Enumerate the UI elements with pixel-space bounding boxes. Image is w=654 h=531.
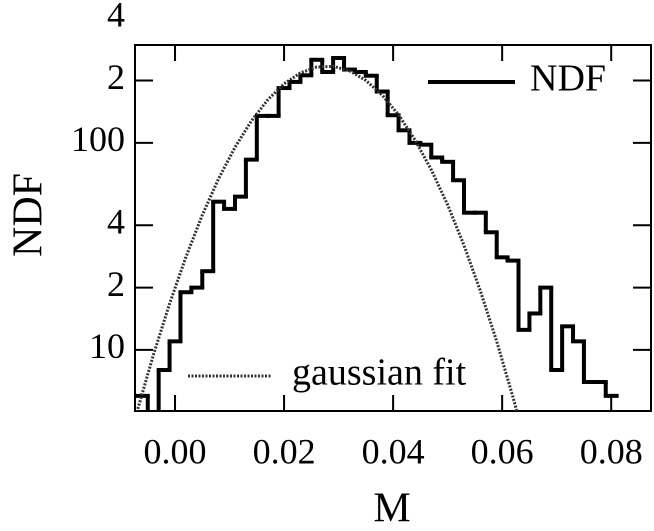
legend-label: gaussian fit: [292, 352, 467, 394]
plot-area: [135, 56, 619, 411]
x-tick-label: 0.08: [580, 431, 643, 471]
x-tick-label: 0.00: [144, 431, 207, 471]
y-tick-label: 100: [71, 119, 125, 159]
y-tick-label: 10: [89, 326, 125, 366]
y-tick-label: 2: [107, 57, 125, 97]
y-tick-label: 4: [107, 0, 125, 34]
fit-line: [135, 64, 519, 411]
y-axis-label: NDF: [6, 173, 52, 257]
x-tick-label: 0.04: [362, 431, 425, 471]
legend-label: NDF: [530, 58, 606, 100]
x-tick-label: 0.06: [471, 431, 534, 471]
x-axis-label: M: [373, 486, 410, 531]
y-tick-label: 4: [107, 202, 125, 242]
y-tick-label: 2: [107, 264, 125, 304]
x-tick-label: 0.02: [253, 431, 316, 471]
